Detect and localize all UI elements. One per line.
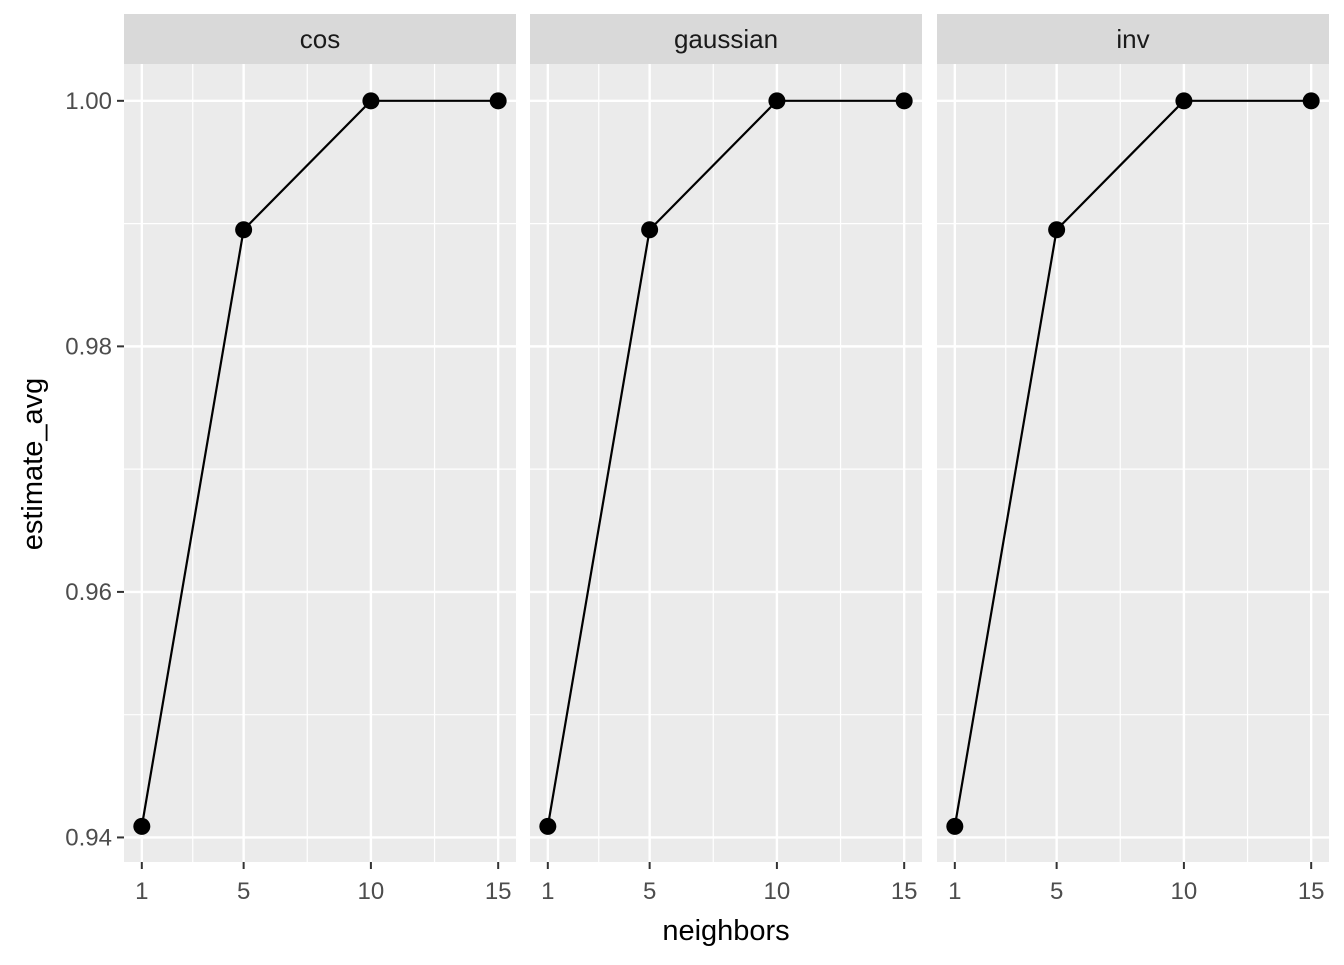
data-point (539, 817, 557, 835)
facet-strip (124, 14, 516, 64)
x-tick-label: 15 (485, 878, 512, 905)
data-point (1302, 92, 1320, 110)
panel-background (530, 64, 922, 862)
data-point (946, 817, 964, 835)
panel-background (124, 64, 516, 862)
x-tick-label: 1 (948, 878, 961, 905)
data-point (768, 92, 786, 110)
data-point (362, 92, 380, 110)
x-tick-label: 5 (1050, 878, 1063, 905)
facet-strip (530, 14, 922, 64)
facet-strip-label: gaussian (674, 24, 778, 54)
x-tick-label: 5 (237, 878, 250, 905)
y-tick-label: 0.98 (65, 333, 112, 360)
x-tick-label: 10 (764, 878, 791, 905)
y-axis-title: estimate_avg (17, 378, 49, 551)
x-tick-label: 15 (1298, 878, 1325, 905)
data-point (1175, 92, 1193, 110)
panel-background (937, 64, 1329, 862)
data-point (1048, 221, 1066, 239)
facet-strip (937, 14, 1329, 64)
data-point (895, 92, 913, 110)
data-point (133, 817, 151, 835)
x-tick-label: 5 (643, 878, 656, 905)
y-tick-label: 0.94 (65, 824, 112, 851)
y-tick-label: 1.00 (65, 88, 112, 115)
series-line-gaussian (546, 99, 905, 827)
facet-strip-label: inv (1116, 24, 1149, 54)
y-tick-label: 0.96 (65, 579, 112, 606)
x-axis-title: neighbors (662, 915, 789, 947)
x-tick-label: 10 (1171, 878, 1198, 905)
data-point (641, 221, 659, 239)
series-line-cos (140, 99, 499, 827)
x-tick-label: 1 (135, 878, 148, 905)
x-tick-label: 15 (891, 878, 918, 905)
data-point (235, 221, 253, 239)
facet-strip-label: cos (300, 24, 340, 54)
data-point (489, 92, 507, 110)
x-tick-label: 10 (358, 878, 385, 905)
x-tick-label: 1 (541, 878, 554, 905)
y-axis: 0.94 0.96 0.98 1.00 (65, 88, 124, 851)
series-line-inv (953, 99, 1312, 827)
